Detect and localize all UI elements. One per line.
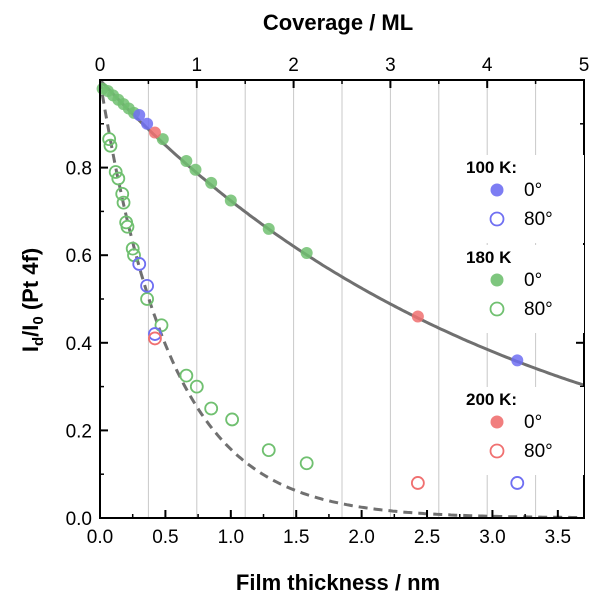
data-point	[115, 186, 130, 201]
y-axis-title-mid: /I	[18, 325, 43, 337]
data-point	[189, 163, 202, 176]
data-point	[262, 222, 275, 235]
data-point	[132, 257, 147, 271]
data-point	[141, 117, 154, 130]
data-point	[179, 368, 194, 383]
data-point	[133, 109, 146, 122]
data-point	[205, 176, 218, 189]
x-tick-label: 0.5	[152, 527, 178, 548]
y-axis-title: Id/I0 (Pt 4f)	[18, 248, 47, 352]
legend-marker	[489, 211, 505, 227]
legend-marker	[490, 183, 504, 197]
y-axis-title-tail: (Pt 4f)	[18, 248, 43, 316]
y-tick-label: 0.2	[66, 421, 92, 442]
data-point	[300, 247, 313, 260]
legend-marker	[489, 443, 505, 459]
x-tick-label: 0.0	[87, 527, 113, 548]
x-tick-label: 3.5	[545, 527, 571, 548]
x2-tick-label: 4	[482, 55, 493, 76]
x-tick-label: 3.0	[479, 527, 505, 548]
y-axis-title-sub-d: d	[30, 337, 47, 346]
y-axis-title-main: I	[18, 346, 43, 352]
x2-axis-title: Coverage / ML	[263, 10, 413, 35]
data-point	[411, 310, 424, 323]
data-point	[148, 126, 161, 139]
legend: 100 K: 0° 80° 180 K 0° 80° 200 K: 0° 80°	[462, 155, 584, 475]
x2-tick-label: 3	[385, 55, 396, 76]
legend-background	[462, 387, 584, 475]
data-point	[224, 194, 237, 207]
x2-tick-label: 2	[288, 55, 299, 76]
data-point	[148, 327, 162, 341]
data-point	[189, 379, 204, 394]
data-point	[225, 412, 240, 427]
data-point	[299, 456, 314, 471]
y-axis-title-sub-0: 0	[30, 316, 47, 324]
x-axis-title: Film thickness / nm	[236, 570, 440, 595]
y-tick-label: 0.0	[66, 509, 92, 530]
x2-tick-label: 0	[95, 55, 106, 76]
data-point	[102, 132, 117, 147]
legend-item-label: 0°	[524, 270, 542, 291]
data-point	[148, 331, 162, 346]
legend-group-title: 180 K	[466, 248, 512, 267]
x-tick-label: 2.0	[348, 527, 374, 548]
legend-group-title: 100 K:	[466, 158, 517, 177]
data-point	[140, 278, 154, 293]
data-point	[156, 133, 169, 146]
data-point	[103, 138, 118, 153]
data-point	[140, 292, 154, 306]
data-point	[154, 318, 169, 333]
data-point	[125, 241, 140, 256]
data-point	[410, 476, 425, 490]
legend-item-label: 80°	[524, 299, 553, 320]
legend-item-label: 80°	[524, 209, 553, 230]
legend-item-label: 0°	[524, 412, 542, 433]
data-point	[116, 195, 131, 210]
legend-group-title: 200 K:	[466, 390, 517, 409]
legend-marker	[490, 415, 504, 429]
data-point	[510, 476, 525, 490]
y-tick-label: 0.6	[66, 246, 92, 267]
data-point	[108, 165, 123, 179]
legend-marker	[490, 273, 504, 287]
data-point	[180, 155, 193, 168]
data-point	[204, 401, 219, 416]
legend-item-label: 0°	[524, 180, 542, 201]
data-point	[111, 171, 126, 186]
legend-background	[462, 155, 584, 243]
data-point	[120, 219, 135, 234]
legend-background	[462, 245, 584, 333]
axis-ticks: 0.0 0.5 1.0 1.5 2.0 2.5 3.0 3.5 0.0 0.2 0.4 0.6 0.8 0…	[66, 55, 590, 548]
data-point	[261, 443, 276, 458]
x-tick-label: 2.5	[414, 527, 440, 548]
legend-item-label: 80°	[524, 441, 553, 462]
y-tick-label: 0.4	[66, 334, 93, 355]
x2-tick-label: 5	[579, 55, 590, 76]
x-tick-label: 1.0	[218, 527, 244, 548]
data-points	[96, 82, 525, 490]
data-point	[511, 354, 524, 367]
y-tick-label: 0.8	[66, 159, 92, 180]
x-tick-label: 1.5	[283, 527, 309, 548]
x2-tick-label: 1	[192, 55, 203, 76]
legend-marker	[489, 301, 505, 317]
